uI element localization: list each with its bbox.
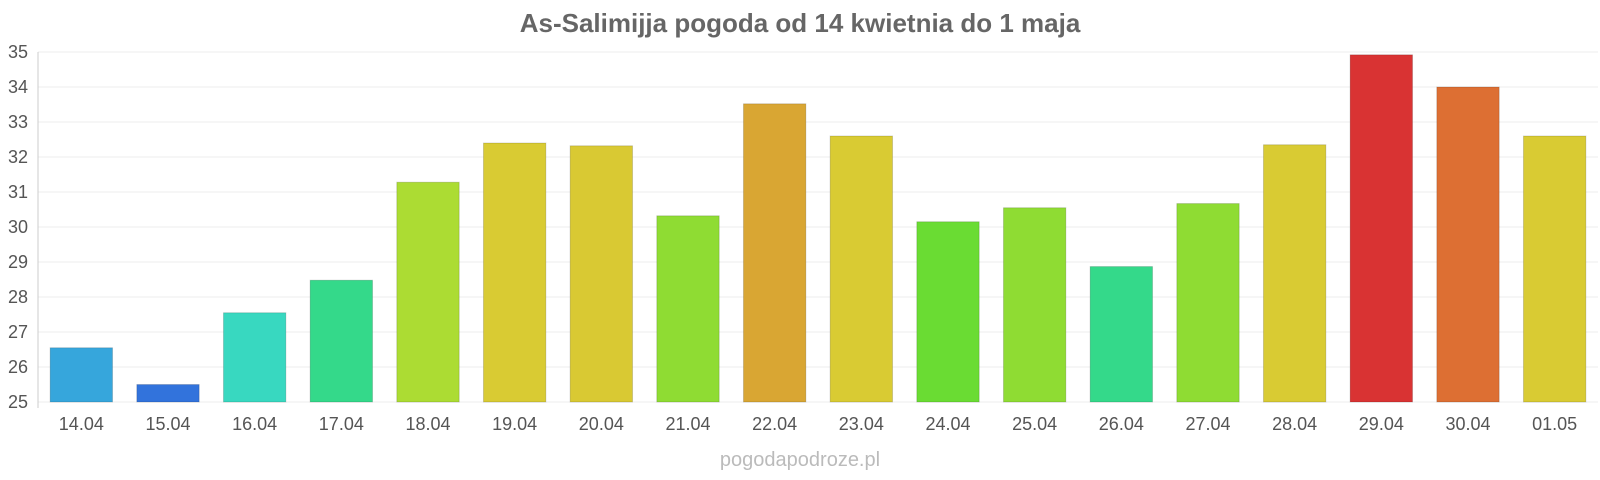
y-tick-label: 28 [8,287,28,307]
bar-16.04 [222,312,287,403]
y-tick-label: 29 [8,252,28,272]
bar-21.04 [656,215,720,403]
y-axis: 25 26 27 28 29 30 31 32 33 34 35 [8,42,39,412]
y-tick-label: 31 [8,182,28,202]
bar-20.04 [569,145,634,403]
x-tick-label: 14.04 [59,414,104,434]
bar-18.04 [396,181,460,403]
y-tick-label: 34 [8,77,28,97]
y-tick-label: 30 [8,217,28,237]
bar-19.04 [482,142,547,403]
site-credit: pogodapodroze.pl [720,449,880,471]
x-tick-label: 25.04 [1012,414,1057,434]
bar-27.04 [1176,203,1240,403]
bar-25.04 [1002,207,1067,403]
y-tick-label: 35 [8,42,28,62]
x-tick-label: 18.04 [405,414,450,434]
bar-24.04 [916,221,980,403]
x-tick-label: 15.04 [145,414,190,434]
x-tick-label: 23.04 [839,414,884,434]
bar-14.04 [49,347,114,403]
y-tick-label: 27 [8,322,28,342]
gridlines [38,51,1598,403]
x-tick-label: 30.04 [1445,414,1490,434]
x-tick-label: 17.04 [319,414,364,434]
x-tick-label: 29.04 [1359,414,1404,434]
bar-23.04 [829,135,894,403]
bar-22.04 [742,103,807,403]
x-tick-label: 01.05 [1532,414,1577,434]
x-tick-label: 27.04 [1185,414,1230,434]
x-tick-label: 20.04 [579,414,624,434]
bar-29.04 [1349,54,1414,403]
x-tick-label: 22.04 [752,414,797,434]
y-tick-label: 33 [8,112,28,132]
x-tick-label: 26.04 [1099,414,1144,434]
x-axis: 14.04 15.04 16.04 17.04 18.04 19.04 20.04 21.04… [59,414,1577,434]
bars [49,54,1587,403]
y-tick-label: 26 [8,357,28,377]
bar-26.04 [1089,266,1154,403]
bar-28.04 [1262,144,1327,403]
x-tick-label: 24.04 [925,414,970,434]
x-tick-label: 16.04 [232,414,277,434]
x-tick-label: 21.04 [665,414,710,434]
x-tick-label: 19.04 [492,414,537,434]
y-tick-label: 25 [8,392,28,412]
bar-01.05 [1522,135,1587,403]
bar-17.04 [309,279,374,403]
bar-30.04 [1436,86,1500,403]
x-tick-label: 28.04 [1272,414,1317,434]
bar-15.04 [136,384,200,403]
y-tick-label: 32 [8,147,28,167]
chart-title: As-Salimijja pogoda od 14 kwietnia do 1 … [520,8,1081,38]
